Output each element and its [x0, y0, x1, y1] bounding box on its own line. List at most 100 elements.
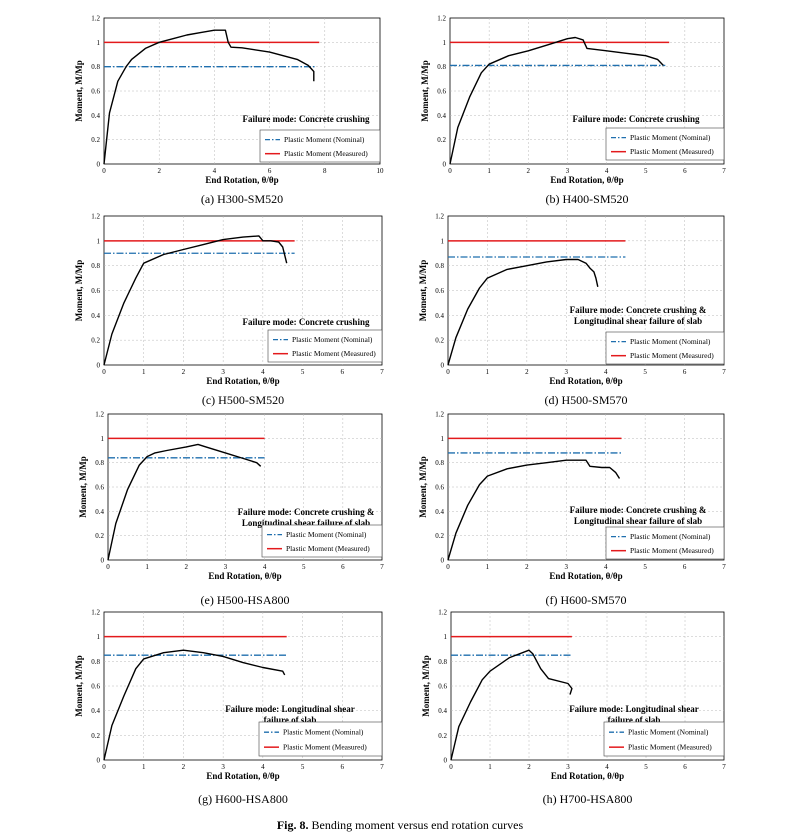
y-tick-label: 1	[97, 633, 101, 641]
x-tick-label: 6	[683, 763, 687, 771]
x-tick-label: 3	[566, 763, 570, 771]
x-tick-label: 5	[301, 368, 305, 376]
x-tick-label: 6	[268, 167, 272, 175]
chart-panel: 0 0.2 0.4 0.6 0.8 1 1.2 0 1 2 3 4 5 6 7 End Rotation, θ…	[418, 213, 726, 408]
x-tick-label: 0	[446, 563, 450, 571]
y-tick-label: 0.2	[91, 337, 100, 345]
x-tick-label: 2	[527, 167, 531, 175]
panel-caption: (h) H700-HSA800	[543, 792, 633, 806]
legend: Plastic Moment (Nominal) Plastic Moment (…	[603, 721, 725, 757]
y-tick-label: 1	[441, 237, 445, 245]
x-tick-label: 4	[605, 763, 609, 771]
legend: Plastic Moment (Nominal) Plastic Moment (…	[258, 721, 383, 757]
y-tick-label: 0	[443, 161, 447, 169]
x-tick-label: 6	[683, 563, 687, 571]
y-tick-label: 0	[97, 757, 101, 765]
x-tick-label: 2	[182, 763, 186, 771]
y-tick-label: 1	[441, 435, 445, 443]
x-tick-label: 7	[380, 763, 384, 771]
x-tick-label: 1	[487, 167, 491, 175]
failure-mode-annotation: Failure mode: Longitudinal shear	[569, 704, 699, 714]
y-tick-label: 1.2	[435, 213, 444, 221]
panel-caption: (g) H600-HSA800	[198, 792, 288, 806]
x-tick-label: 4	[261, 763, 265, 771]
chart-panel: 0 0.2 0.4 0.6 0.8 1 1.2 0 2 4 6 8 10 End Rotation, θ/…	[74, 15, 384, 207]
panel-caption: (b) H400-SM520	[546, 192, 629, 206]
x-tick-label: 4	[261, 368, 265, 376]
moment-rotation-curve	[450, 649, 573, 761]
y-axis-title: Moment, M/Mp	[421, 655, 431, 716]
figure-caption-text: Bending moment versus end rotation curve…	[309, 818, 524, 832]
x-tick-label: 0	[448, 167, 452, 175]
x-tick-label: 0	[446, 368, 450, 376]
failure-mode-annotation: failure of slab	[264, 715, 317, 725]
y-tick-label: 0.2	[91, 732, 100, 740]
panel-caption: (d) H500-SM570	[545, 393, 628, 407]
legend-measured-label: Plastic Moment (Measured)	[284, 149, 368, 158]
y-tick-label: 0.4	[437, 112, 446, 120]
moment-rotation-curve	[449, 36, 664, 165]
x-axis-title: End Rotation, θ/θp	[206, 376, 279, 386]
failure-mode-annotation: Longitudinal shear failure of slab	[574, 316, 702, 326]
y-tick-label: 1	[97, 39, 101, 47]
x-tick-label: 7	[722, 167, 726, 175]
legend: Plastic Moment (Nominal) Plastic Moment (…	[605, 526, 725, 560]
x-tick-label: 1	[142, 763, 146, 771]
y-tick-label: 1.2	[437, 15, 446, 23]
x-tick-label: 2	[525, 368, 529, 376]
y-tick-label: 0.4	[95, 508, 104, 516]
x-tick-label: 5	[644, 763, 648, 771]
x-tick-label: 5	[644, 167, 648, 175]
panel-caption: (c) H500-SM520	[202, 393, 284, 407]
legend-box	[605, 526, 725, 560]
legend-box	[258, 721, 383, 757]
x-tick-label: 3	[221, 763, 225, 771]
y-tick-label: 0.8	[91, 63, 100, 71]
legend: Plastic Moment (Nominal) Plastic Moment (…	[267, 329, 383, 363]
x-tick-label: 5	[301, 763, 305, 771]
y-tick-label: 0.4	[435, 508, 444, 516]
x-tick-label: 0	[106, 563, 110, 571]
legend-box	[267, 329, 383, 363]
x-axis-title: End Rotation, θ/θp	[206, 771, 279, 781]
y-tick-label: 1.2	[435, 411, 444, 419]
x-tick-label: 5	[643, 563, 647, 571]
x-tick-label: 8	[323, 167, 327, 175]
y-axis-title: Moment, M/Mp	[74, 60, 84, 121]
x-tick-label: 10	[377, 167, 385, 175]
legend-nominal-label: Plastic Moment (Nominal)	[628, 728, 709, 737]
legend-nominal-label: Plastic Moment (Nominal)	[630, 133, 711, 142]
panel-caption: (e) H500-HSA800	[201, 593, 290, 607]
y-tick-label: 0.6	[91, 88, 100, 96]
x-tick-label: 6	[341, 763, 345, 771]
y-axis-title: Moment, M/Mp	[420, 60, 430, 121]
x-tick-label: 3	[566, 167, 570, 175]
y-tick-label: 0.2	[435, 337, 444, 345]
chart-panel: 0 0.2 0.4 0.6 0.8 1 1.2 0 1 2 3 4 5 6 7 End Rotation, θ…	[420, 15, 726, 207]
x-tick-label: 1	[488, 763, 492, 771]
chart-panel: 0 0.2 0.4 0.6 0.8 1 1.2 0 1 2 3 4 5 6 7 End Rotation, θ…	[418, 411, 726, 608]
y-tick-label: 0.4	[91, 312, 100, 320]
y-tick-label: 0.6	[438, 683, 447, 691]
y-axis-title: Moment, M/Mp	[74, 655, 84, 716]
x-tick-label: 5	[302, 563, 306, 571]
legend: Plastic Moment (Nominal) Plastic Moment (…	[261, 524, 383, 558]
failure-mode-annotation: Failure mode: Concrete crushing	[573, 114, 700, 124]
legend: Plastic Moment (Nominal) Plastic Moment (…	[605, 127, 725, 161]
x-tick-label: 3	[221, 368, 225, 376]
chart-panel: 0 0.2 0.4 0.6 0.8 1 1.2 0 1 2 3 4 5 6 7 End Rotation, θ…	[74, 213, 384, 408]
legend: Plastic Moment (Nominal) Plastic Moment (…	[605, 331, 725, 365]
x-tick-label: 0	[102, 368, 106, 376]
x-tick-label: 4	[605, 167, 609, 175]
y-tick-label: 0.4	[438, 707, 447, 715]
y-tick-label: 0.2	[91, 136, 100, 144]
y-tick-label: 0.8	[435, 459, 444, 467]
y-tick-label: 1	[101, 435, 105, 443]
x-tick-label: 0	[102, 167, 106, 175]
y-tick-label: 0.4	[91, 707, 100, 715]
legend-measured-label: Plastic Moment (Measured)	[630, 147, 714, 156]
chart-panel: 0 0.2 0.4 0.6 0.8 1 1.2 0 1 2 3 4 5 6 7 End Rotation, θ…	[421, 609, 726, 807]
y-tick-label: 1.2	[95, 411, 104, 419]
moment-rotation-curve	[103, 29, 315, 165]
